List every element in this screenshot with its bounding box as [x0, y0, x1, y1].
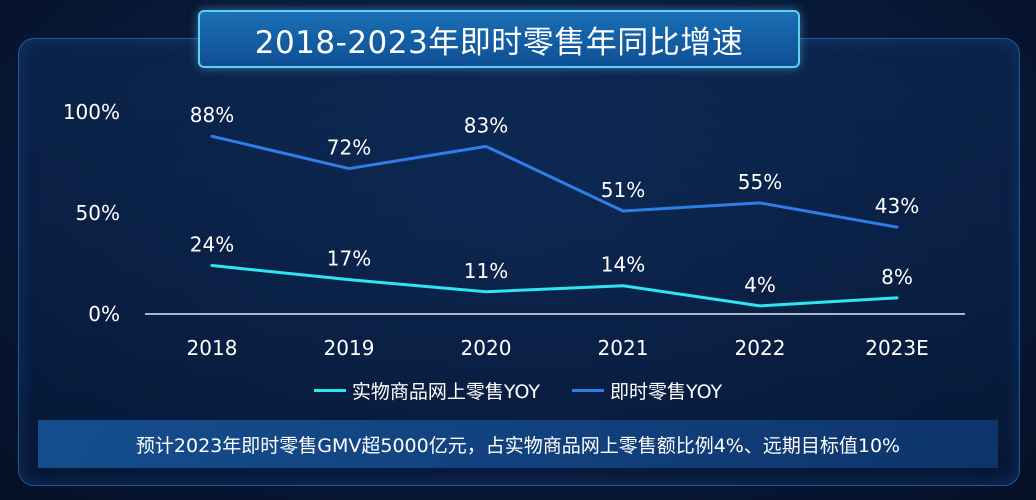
data-label-physical: 4%: [744, 273, 776, 297]
series-line-physical: [210, 264, 899, 308]
legend-item-physical: 实物商品网上零售YOY: [313, 377, 540, 404]
y-axis: 0% 50% 100%: [63, 100, 120, 326]
x-tick-label: 2018: [187, 336, 238, 360]
data-label-instant: 83%: [464, 113, 508, 137]
footer-note: 预计2023年即时零售GMV超5000亿元，占实物商品网上零售额比例4%、远期目…: [135, 434, 901, 457]
data-label-physical: 8%: [881, 265, 913, 289]
data-label-physical: 11%: [464, 259, 508, 283]
data-label-layer: 24% 17% 11% 14% 4% 8% 88% 72% 83% 51% 55% 43%: [190, 103, 919, 297]
data-label-instant: 51%: [601, 178, 645, 202]
y-tick-label: 100%: [63, 100, 120, 124]
data-label-physical: 14%: [601, 253, 645, 277]
chart-panel: [18, 38, 1020, 486]
legend-swatch-instant: [572, 388, 604, 392]
data-label-instant: 55%: [738, 170, 782, 194]
series-line-instant: [210, 134, 899, 229]
chart-title: 2018-2023年即时零售年同比增速: [254, 24, 744, 61]
x-axis: 2018 2019 2020 2021 2022 2023E: [145, 313, 965, 360]
data-label-instant: 72%: [327, 136, 371, 160]
legend: 实物商品网上零售YOY 即时零售YOY: [0, 376, 1036, 404]
x-tick-label: 2019: [324, 336, 375, 360]
legend-item-instant: 即时零售YOY: [572, 377, 722, 404]
x-tick-label: 2023E: [865, 336, 929, 360]
legend-label-physical: 实物商品网上零售YOY: [351, 380, 540, 403]
footer-note-bar: 预计2023年即时零售GMV超5000亿元，占实物商品网上零售额比例4%、远期目…: [38, 420, 998, 468]
x-tick-label: 2020: [461, 336, 512, 360]
y-tick-label: 0%: [88, 302, 120, 326]
title-banner: 2018-2023年即时零售年同比增速: [198, 10, 800, 68]
series-layer: [210, 134, 899, 308]
x-tick-label: 2022: [735, 336, 786, 360]
data-label-physical: 17%: [327, 247, 371, 271]
legend-swatch-physical: [313, 388, 346, 392]
data-label-physical: 24%: [190, 233, 234, 257]
data-label-instant: 43%: [875, 194, 919, 218]
data-label-instant: 88%: [190, 103, 234, 127]
legend-label-instant: 即时零售YOY: [610, 380, 723, 403]
x-tick-label: 2021: [598, 336, 649, 360]
y-tick-label: 50%: [76, 201, 120, 225]
